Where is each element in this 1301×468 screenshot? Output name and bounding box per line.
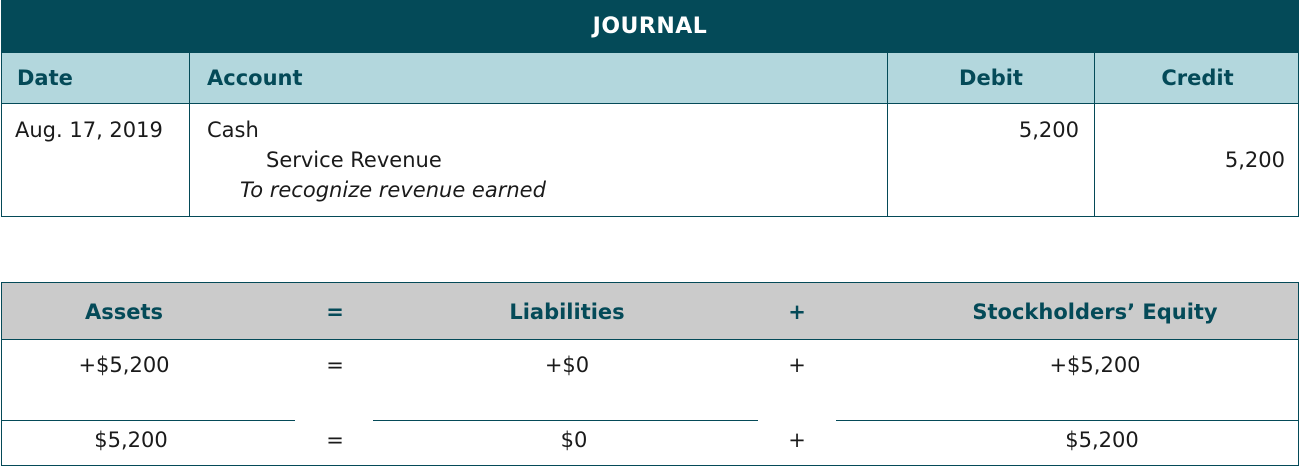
journal-header-row: Date Account Debit Credit bbox=[2, 52, 1298, 104]
equity-total-rule bbox=[836, 420, 1298, 421]
credit-header: Credit bbox=[1161, 66, 1234, 90]
equity-change: +$5,200 bbox=[1049, 353, 1141, 377]
plus-header: + bbox=[788, 300, 806, 324]
accounting-equation-table: Assets = Liabilities + Stockholders’ Equ… bbox=[1, 282, 1299, 466]
equals-sign: = bbox=[326, 428, 344, 452]
equation-header-row: Assets = Liabilities + Stockholders’ Equ… bbox=[2, 283, 1298, 340]
journal-grid: Date Account Debit Credit Aug. 17, 2019 … bbox=[1, 52, 1299, 217]
account-header: Account bbox=[207, 66, 303, 90]
date-header: Date bbox=[17, 66, 73, 90]
assets-total-rule bbox=[2, 420, 295, 421]
assets-total: $5,200 bbox=[94, 428, 168, 452]
credit-account: Service Revenue bbox=[266, 148, 442, 172]
entry-date: Aug. 17, 2019 bbox=[15, 118, 163, 142]
liabilities-total-rule bbox=[373, 420, 758, 421]
liabilities-change: +$0 bbox=[544, 353, 590, 377]
journal-title: JOURNAL bbox=[1, 0, 1299, 52]
liabilities-total: $0 bbox=[560, 428, 588, 452]
debit-account: Cash bbox=[207, 118, 259, 142]
journal-entry-row: Aug. 17, 2019 Cash Service Revenue To re… bbox=[2, 104, 1298, 217]
assets-header: Assets bbox=[84, 300, 164, 324]
entry-memo: To recognize revenue earned bbox=[240, 178, 546, 202]
equals-header: = bbox=[326, 300, 344, 324]
equals-sign: = bbox=[326, 353, 344, 377]
assets-change: +$5,200 bbox=[78, 353, 170, 377]
plus-sign: + bbox=[788, 428, 806, 452]
debit-header: Debit bbox=[959, 66, 1023, 90]
credit-amount: 5,200 bbox=[1224, 148, 1285, 172]
liabilities-header: Liabilities bbox=[509, 300, 625, 324]
debit-amount: 5,200 bbox=[1018, 118, 1079, 142]
equity-total: $5,200 bbox=[1065, 428, 1139, 452]
equity-header: Stockholders’ Equity bbox=[972, 300, 1218, 324]
journal-table: JOURNAL Date Account Debit Credit Aug. 1… bbox=[1, 0, 1299, 217]
plus-sign: + bbox=[788, 353, 806, 377]
